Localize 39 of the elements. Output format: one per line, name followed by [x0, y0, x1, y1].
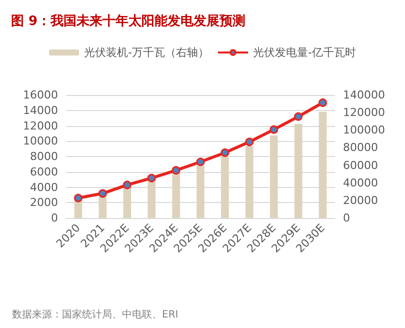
y2-tick-label: 100000 — [343, 124, 385, 137]
point — [318, 98, 328, 107]
y-tick-label: 10000 — [23, 134, 58, 148]
y2-tick-label: 40000 — [343, 176, 378, 190]
point — [294, 112, 303, 121]
legend-label: 光伏发电量-亿千瓦时 — [253, 46, 356, 59]
y-tick-label: 16000 — [23, 88, 58, 102]
bar — [221, 156, 229, 218]
legend-label: 光伏装机-万千瓦（右轴） — [84, 46, 210, 59]
point — [196, 158, 205, 166]
bar — [294, 124, 302, 218]
y-tick-label: 8000 — [30, 150, 58, 163]
y-tick-label: 2000 — [30, 196, 58, 210]
bar — [318, 112, 327, 218]
bar — [196, 165, 204, 218]
point — [172, 166, 180, 175]
y-tick-label: 0 — [51, 212, 58, 224]
y2-tick-label: 120000 — [343, 106, 385, 120]
y2-tick-label: 0 — [343, 212, 350, 224]
chart-title: 图 9：我国未来十年太阳能发电发展预测 — [11, 13, 246, 29]
point — [147, 174, 156, 182]
y2-tick-label: 80000 — [343, 141, 378, 154]
y-tick-label: 4000 — [30, 180, 58, 194]
point — [270, 125, 278, 134]
point — [122, 180, 132, 190]
bar — [270, 135, 278, 218]
y-tick-label: 12000 — [23, 119, 58, 132]
y2-tick-label: 60000 — [343, 158, 378, 172]
y2-tick-label: 140000 — [343, 88, 385, 102]
point — [245, 138, 254, 146]
y2-tick-label: 20000 — [343, 194, 378, 207]
bar — [123, 185, 132, 218]
source-note: 数据来源：国家统计局、中电联、ERI — [12, 308, 178, 320]
point — [74, 194, 82, 202]
point — [220, 148, 230, 157]
point — [98, 189, 107, 198]
y-tick-label: 6000 — [30, 165, 58, 178]
y-tick-label: 14000 — [23, 104, 58, 117]
bar — [245, 146, 254, 218]
